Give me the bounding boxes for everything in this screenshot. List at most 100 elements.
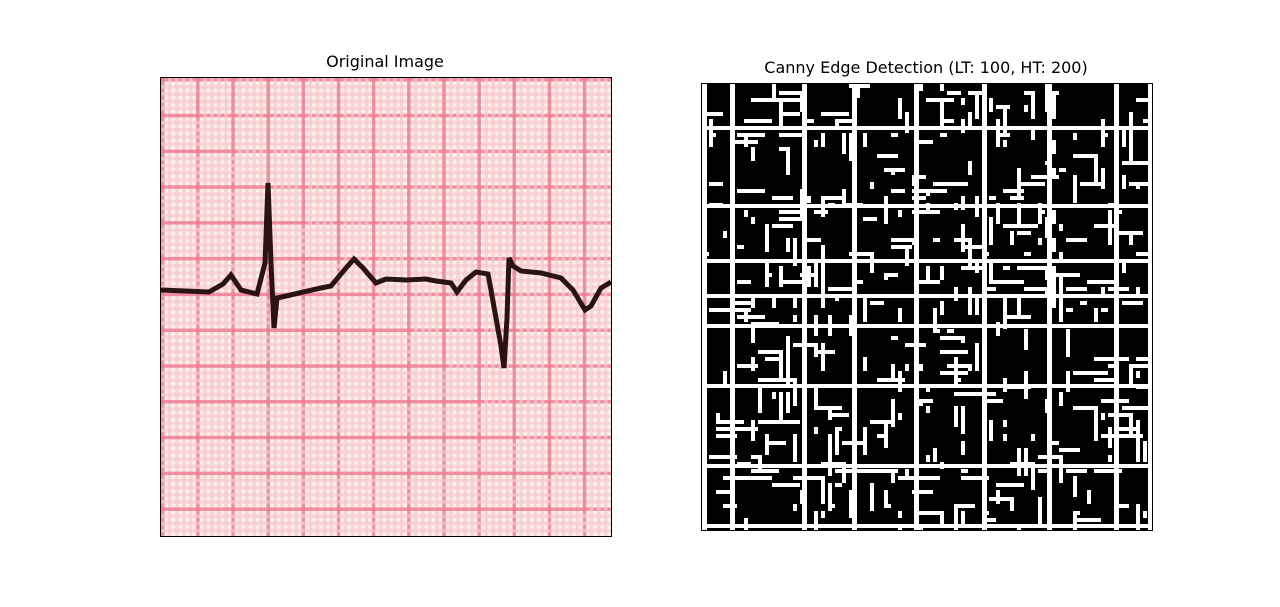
edge-fragment xyxy=(737,280,751,284)
edge-fragment xyxy=(1101,287,1105,294)
edge-fragment xyxy=(898,413,902,420)
grid-line-vertical xyxy=(456,78,460,536)
edge-fragment xyxy=(1143,119,1152,123)
grid-line-horizontal xyxy=(161,493,611,497)
edge-fragment xyxy=(842,441,863,445)
edge-fragment xyxy=(968,364,972,371)
grid-line-horizontal xyxy=(161,307,611,311)
edge-fragment xyxy=(1108,434,1136,438)
edge-fragment xyxy=(828,406,832,420)
edge-fragment xyxy=(1017,231,1024,235)
edge-fragment xyxy=(1136,98,1150,102)
edge-fragment xyxy=(954,259,982,263)
edge-fragment xyxy=(1136,252,1152,256)
edge-fragment xyxy=(723,420,730,424)
edge-fragment xyxy=(1136,357,1152,361)
edge-fragment xyxy=(912,175,916,182)
edge-fragment xyxy=(786,392,790,413)
edge-fragment xyxy=(982,287,996,291)
edge-fragment xyxy=(912,189,940,193)
edge-fragment xyxy=(779,420,800,424)
edge-fragment xyxy=(1066,371,1070,392)
edge-fragment xyxy=(751,357,755,371)
edge-fragment xyxy=(793,378,797,406)
grid-line-horizontal xyxy=(161,450,611,454)
edge-fragment xyxy=(912,182,919,186)
edge-fragment xyxy=(1108,287,1129,291)
edge-fragment xyxy=(821,462,842,466)
edge-fragment xyxy=(940,301,944,315)
edge-fragment xyxy=(884,490,888,504)
edge-fragment xyxy=(751,147,755,161)
edge-fragment xyxy=(989,98,993,112)
ecg-grid xyxy=(161,78,611,536)
edge-fragment xyxy=(933,308,937,329)
edge-fragment xyxy=(1059,168,1066,172)
grid-line-vertical xyxy=(512,78,516,536)
edge-fragment xyxy=(751,322,765,326)
edge-fragment xyxy=(940,98,944,126)
edge-fragment xyxy=(940,462,944,469)
edge-fragment xyxy=(863,301,867,308)
edge-fragment xyxy=(989,420,993,441)
edge-fragment xyxy=(835,119,856,123)
edge-fragment xyxy=(933,448,937,462)
edge-fragment xyxy=(1024,231,1031,235)
edge-fragment xyxy=(912,210,940,214)
edge-fragment xyxy=(1010,462,1031,466)
edge-fragment xyxy=(884,196,888,224)
edge-fragment xyxy=(1108,413,1129,417)
edge-fragment xyxy=(793,294,797,308)
grid-line-horizontal xyxy=(161,321,611,325)
edge-fragment xyxy=(891,245,912,249)
edge-fragment xyxy=(821,133,825,147)
edge-fragment xyxy=(1003,434,1007,441)
edge-fragment xyxy=(891,238,919,242)
edge-fragment xyxy=(814,385,818,406)
grid-line-vertical xyxy=(554,78,559,536)
grid-line-horizontal xyxy=(161,507,611,511)
grid-line-horizontal xyxy=(161,407,611,411)
edge-fragment xyxy=(982,518,996,522)
edge-fragment xyxy=(758,126,765,130)
edge-fragment xyxy=(828,287,856,291)
grid-line-vertical xyxy=(435,78,439,536)
edge-fragment xyxy=(1143,511,1147,518)
edge-fragment xyxy=(1122,126,1126,147)
edge-fragment xyxy=(1108,441,1112,448)
edge-fragment xyxy=(751,217,755,224)
edge-fragment xyxy=(919,364,923,371)
edge-fragment xyxy=(709,308,737,312)
edge-fragment xyxy=(1045,161,1052,165)
edge-fragment xyxy=(870,469,884,473)
edge-fragment xyxy=(1122,301,1129,305)
edge-fragment xyxy=(737,245,744,249)
edge-fragment xyxy=(982,518,986,530)
edge-fragment xyxy=(779,210,800,214)
edge-fragment xyxy=(723,504,737,508)
edge-fragment xyxy=(751,294,755,308)
grid-line-vertical xyxy=(540,78,545,536)
grid-line-vertical xyxy=(603,78,608,536)
edge-fragment xyxy=(996,203,1000,224)
edge-fragment xyxy=(709,119,713,147)
edge-fragment xyxy=(961,196,965,210)
grid-line-vertical xyxy=(484,78,488,536)
edge-fragment xyxy=(975,343,979,371)
edge-fragment xyxy=(989,217,993,245)
edge-fragment xyxy=(940,511,944,525)
edge-fragment xyxy=(758,455,762,469)
edge-fragment xyxy=(877,434,884,438)
edge-fragment xyxy=(772,224,793,228)
edge-fragment xyxy=(779,280,807,284)
edge-fragment xyxy=(898,210,902,217)
edge-fragment xyxy=(1115,112,1119,140)
edge-fragment xyxy=(751,98,779,102)
edge-fragment xyxy=(1073,371,1094,375)
grid-line-vertical xyxy=(407,78,411,536)
edge-fragment xyxy=(968,287,972,315)
edge-fragment xyxy=(905,343,919,347)
edge-fragment xyxy=(849,140,853,161)
edge-fragment xyxy=(982,399,1003,403)
edge-fragment xyxy=(863,133,867,147)
